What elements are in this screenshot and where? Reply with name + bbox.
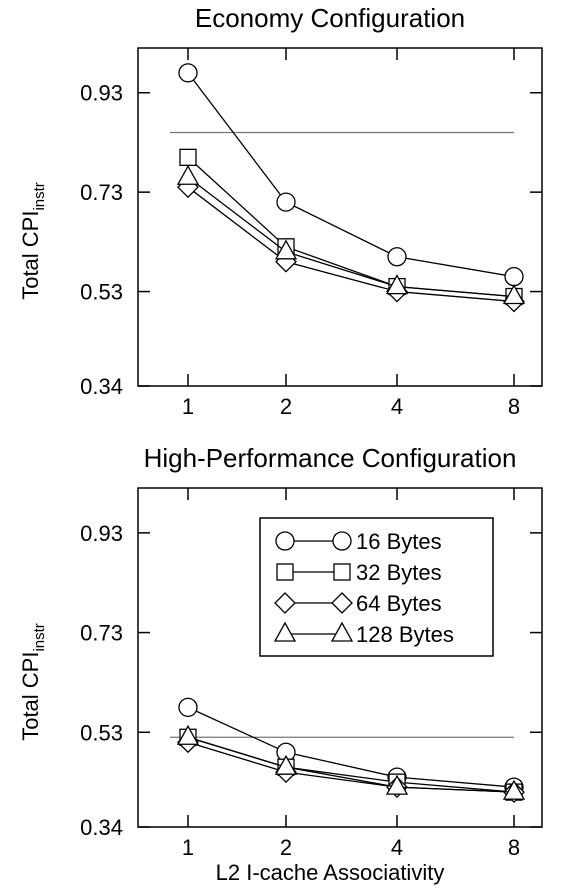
legend-label: 64 Bytes <box>356 591 442 616</box>
economy-point-triangle <box>385 274 409 295</box>
economy-y-tick-label: 0.34 <box>80 374 123 399</box>
economy-point-triangle <box>274 239 298 260</box>
legend-label: 32 Bytes <box>356 560 442 585</box>
economy-x-tick-label: 1 <box>182 394 194 419</box>
economy-plot-frame <box>137 47 543 387</box>
legend-marker-triangle <box>330 621 354 642</box>
high-performance-x-tick-label: 4 <box>391 835 403 860</box>
high-performance-x-tick-label: 8 <box>508 835 520 860</box>
high-performance-point-triangle <box>274 754 298 775</box>
economy-chart: Economy Configuration Total CPIinstr 0.3… <box>18 3 543 419</box>
economy-y-axis-label-main: Total CPI <box>18 211 43 300</box>
high-performance-y-tick-label: 0.53 <box>80 720 123 745</box>
economy-x-tick-label: 2 <box>280 394 292 419</box>
legend-marker-diamond <box>331 592 353 614</box>
high-performance-series-line-circle <box>187 706 515 788</box>
high-performance-point-triangle <box>502 779 526 800</box>
legend-marker-triangle <box>273 621 297 642</box>
legend-marker-circle <box>332 531 352 551</box>
high-performance-plot-area: 0.34 0.53 0.73 0.93 1 2 4 8 16 Bytes 32 Bytes 64 B… <box>80 487 543 860</box>
economy-point-circle <box>504 266 524 287</box>
economy-y-axis-label: Total CPIinstr <box>18 182 48 300</box>
legend-marker-square <box>333 563 351 581</box>
high-performance-point-circle <box>178 697 198 718</box>
high-performance-x-tick-label: 2 <box>280 835 292 860</box>
high-performance-y-tick-label: 0.93 <box>80 521 123 546</box>
high-performance-series-line-square <box>187 736 515 793</box>
economy-series-line-triangle <box>187 176 515 298</box>
economy-y-axis-label-sub: instr <box>31 182 48 210</box>
legend-label: 128 Bytes <box>356 622 454 647</box>
economy-point-triangle <box>176 164 200 185</box>
high-performance-x-tick-label: 1 <box>182 835 194 860</box>
high-performance-y-axis-label-main: Total CPI <box>18 652 43 741</box>
economy-plot-area: 0.34 0.53 0.73 0.93 1 2 4 8 <box>80 47 543 419</box>
high-performance-y-axis-label: Total CPIinstr <box>18 623 48 741</box>
economy-series-line-diamond <box>187 186 515 303</box>
economy-point-circle <box>178 63 198 83</box>
economy-x-tick-label: 8 <box>508 394 520 419</box>
high-performance-x-axis-label: L2 I-cache Associativity <box>216 860 445 885</box>
economy-y-tick-label: 0.53 <box>80 280 123 305</box>
economy-point-circle <box>387 247 407 267</box>
economy-point-square <box>179 148 197 167</box>
high-performance-point-triangle <box>176 724 200 745</box>
economy-point-triangle <box>502 284 526 305</box>
economy-x-tick-label: 4 <box>391 394 403 419</box>
high-performance-series-line-triangle <box>187 736 515 793</box>
high-performance-y-tick-label: 0.73 <box>80 621 123 646</box>
high-performance-plot-frame <box>137 487 543 828</box>
economy-series-line-square <box>187 156 515 298</box>
high-performance-chart-title: High-Performance Configuration <box>144 443 517 473</box>
high-performance-y-tick-label: 0.34 <box>80 815 123 840</box>
legend-marker-circle <box>275 531 295 551</box>
legend-marker-square <box>276 563 294 581</box>
economy-chart-title: Economy Configuration <box>195 3 465 33</box>
economy-y-tick-label: 0.73 <box>80 180 123 205</box>
legend-marker-diamond <box>274 592 296 614</box>
high-performance-y-axis-label-sub: instr <box>31 623 48 651</box>
economy-series-line-circle <box>187 72 515 278</box>
high-performance-point-triangle <box>385 774 409 795</box>
economy-point-circle <box>276 192 296 212</box>
legend-label: 16 Bytes <box>356 529 442 554</box>
high-performance-chart: High-Performance Configuration Total CPI… <box>18 443 543 885</box>
economy-y-tick-label: 0.93 <box>80 81 123 106</box>
legend: 16 Bytes 32 Bytes 64 Bytes 128 Bytes <box>259 517 494 657</box>
